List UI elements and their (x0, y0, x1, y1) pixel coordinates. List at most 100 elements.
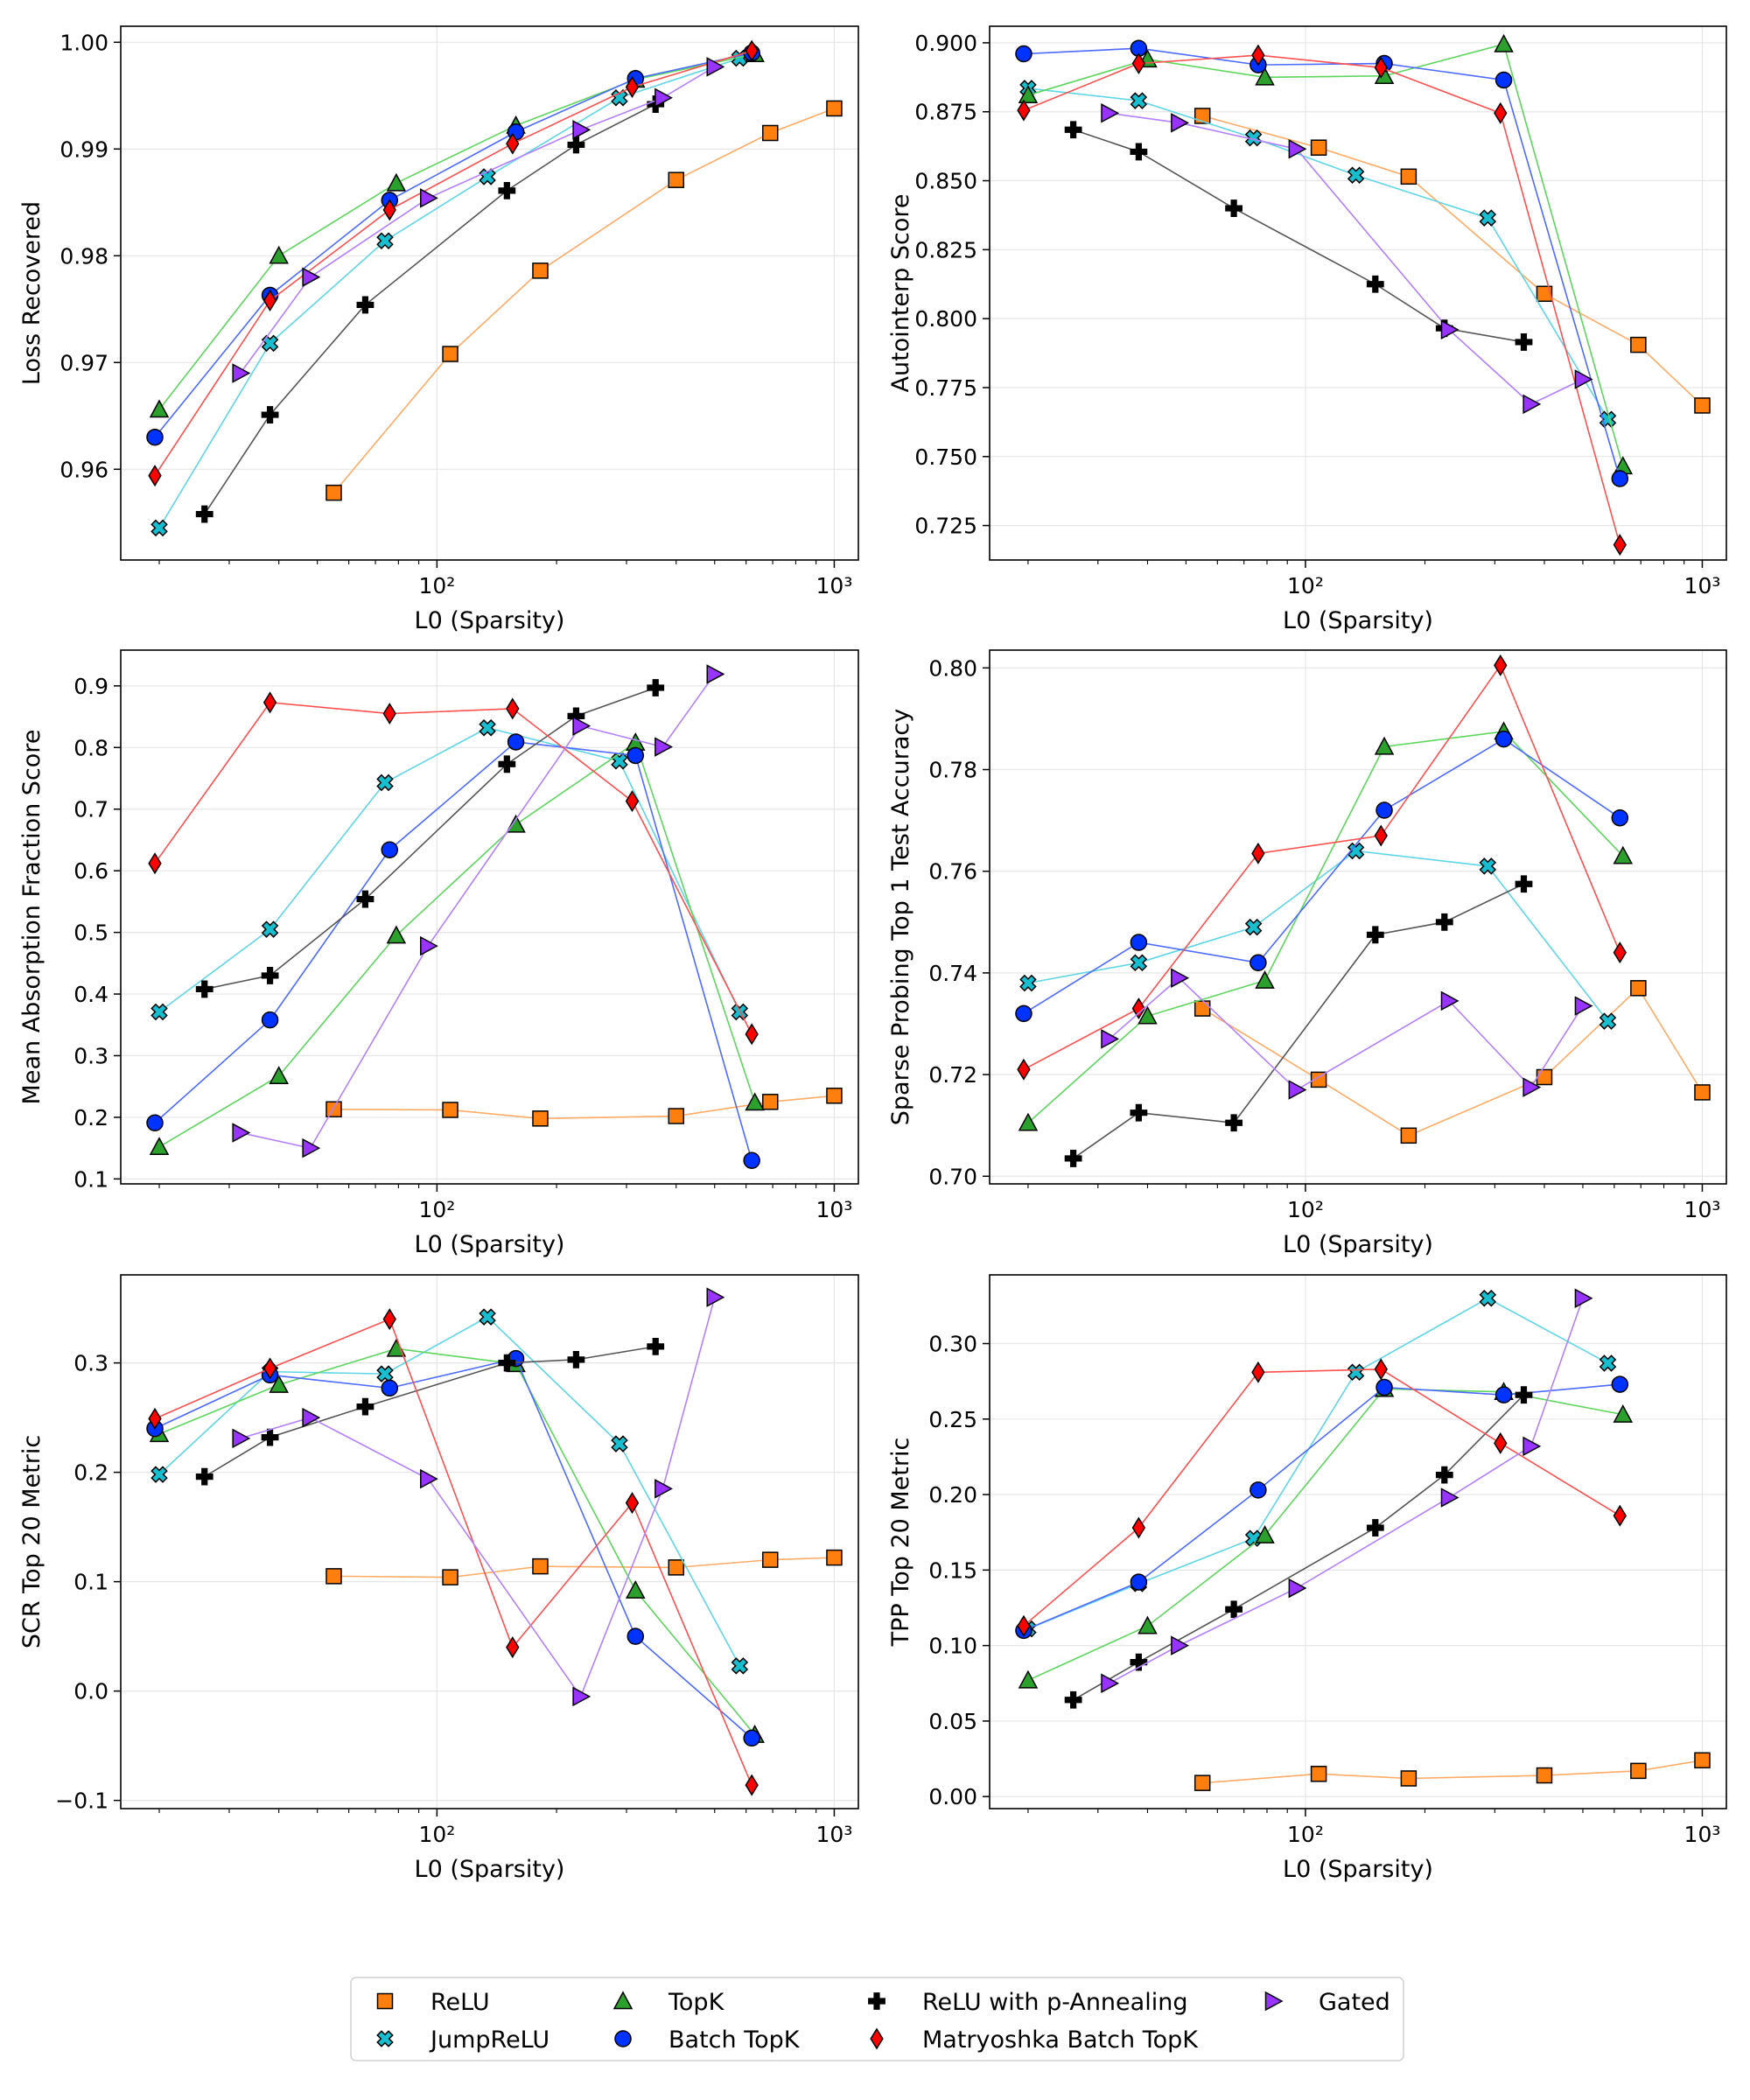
data-point (1536, 1068, 1553, 1086)
data-point (1630, 980, 1647, 997)
data-point (269, 245, 289, 264)
data-point (1574, 1288, 1593, 1309)
series-line (240, 1297, 716, 1698)
series-line (154, 741, 752, 1161)
series-line (1108, 976, 1584, 1091)
data-point (232, 1123, 251, 1143)
data-point (356, 296, 374, 314)
data-point (1479, 209, 1497, 227)
series-line (204, 687, 656, 990)
y-tick-label: 0.98 (60, 243, 108, 269)
data-point (1138, 1005, 1158, 1025)
data-point (1255, 1525, 1275, 1544)
data-point (626, 1580, 646, 1599)
data-point (1515, 333, 1533, 351)
data-point (1130, 92, 1148, 109)
data-point (625, 76, 640, 99)
data-point (326, 1101, 342, 1118)
y-tick-label: 0.1 (74, 1166, 108, 1192)
data-point (572, 120, 592, 140)
data-point (1250, 1481, 1267, 1499)
legend-entry-topk: TopK (612, 1989, 725, 2016)
data-point (532, 1558, 549, 1575)
data-point (1347, 842, 1365, 860)
y-tick-label: 0.725 (914, 514, 977, 539)
data-point (1440, 990, 1460, 1012)
data-point (1130, 1653, 1148, 1671)
chart-3: 0.1 0.2 0.3 0.4 0.5 0.6 0.7 0.8 0.9 10² 10³ L0 (Spa… (18, 649, 859, 1258)
y-tick-label: 0.05 (928, 1709, 977, 1734)
data-point (376, 1365, 394, 1382)
data-point (269, 1375, 289, 1393)
x-tick-label: 10³ (1684, 573, 1721, 598)
data-point (826, 1549, 843, 1566)
data-point (572, 716, 592, 736)
data-point (232, 363, 251, 383)
series-gated (1101, 1288, 1593, 1694)
data-point (1574, 369, 1593, 389)
plot-frame (120, 25, 859, 561)
data-point (498, 1354, 516, 1372)
data-point (1171, 968, 1189, 988)
data-point (146, 428, 164, 446)
data-point (150, 519, 168, 537)
data-point (1611, 1376, 1629, 1393)
series-line (154, 1318, 752, 1786)
data-point (1138, 1615, 1158, 1634)
data-point (376, 232, 394, 249)
series-gated (232, 1287, 725, 1707)
legend-label: Matryoshka Batch TopK (922, 2026, 1199, 2054)
data-point (745, 39, 759, 62)
data-point (146, 1114, 164, 1132)
data-point (1017, 1058, 1031, 1081)
legend-marker (376, 1992, 394, 2010)
data-point (762, 124, 779, 142)
data-point (1694, 1752, 1711, 1769)
grid (990, 26, 1726, 560)
data-point (1599, 1354, 1617, 1372)
series-matryoshka-batch-topk (148, 1308, 759, 1796)
y-tick-label: 0.775 (914, 375, 977, 401)
data-point (706, 57, 725, 77)
data-point (1611, 470, 1629, 487)
data-point (442, 346, 458, 362)
data-point (1255, 970, 1275, 989)
plot-frame (120, 649, 859, 1185)
y-tick-label: 0.800 (914, 306, 977, 332)
data-point (1101, 1029, 1120, 1049)
data-point (261, 967, 279, 984)
data-point (1244, 918, 1263, 936)
series-line (158, 1316, 741, 1667)
legend-label: JumpReLU (429, 2026, 550, 2054)
data-point (826, 100, 843, 117)
series-matryoshka-batch-topk (1017, 654, 1627, 1081)
data-point (1494, 1386, 1513, 1404)
data-point (647, 1337, 665, 1355)
y-tick-label: 0.97 (60, 350, 108, 375)
series-line (154, 52, 752, 438)
series-line (240, 66, 716, 374)
legend-label: TopK (668, 1989, 725, 2016)
series-line (333, 1095, 835, 1120)
y-tick-label: 0.80 (928, 655, 977, 681)
data-point (149, 1137, 170, 1155)
data-point (826, 1088, 843, 1104)
data-point (1064, 121, 1082, 139)
series-line (1109, 112, 1584, 405)
data-point (420, 935, 438, 956)
grid (121, 1275, 858, 1809)
data-point (1479, 858, 1497, 875)
chart-6: 0.00 0.05 0.10 0.15 0.20 0.25 0.30 10² 10³ L0 (Sp… (887, 1274, 1727, 1883)
series-batch-topk (146, 733, 760, 1169)
data-point (1130, 1573, 1148, 1591)
data-point (1347, 1363, 1365, 1382)
series-gated (232, 664, 725, 1158)
series-line (158, 57, 740, 528)
data-point (148, 1407, 162, 1430)
data-point (625, 790, 640, 813)
series-gated (232, 57, 725, 383)
legend-label: ReLU (430, 1989, 490, 2016)
data-point (1130, 1103, 1148, 1122)
data-point (1435, 1466, 1453, 1484)
series-line (204, 103, 656, 514)
